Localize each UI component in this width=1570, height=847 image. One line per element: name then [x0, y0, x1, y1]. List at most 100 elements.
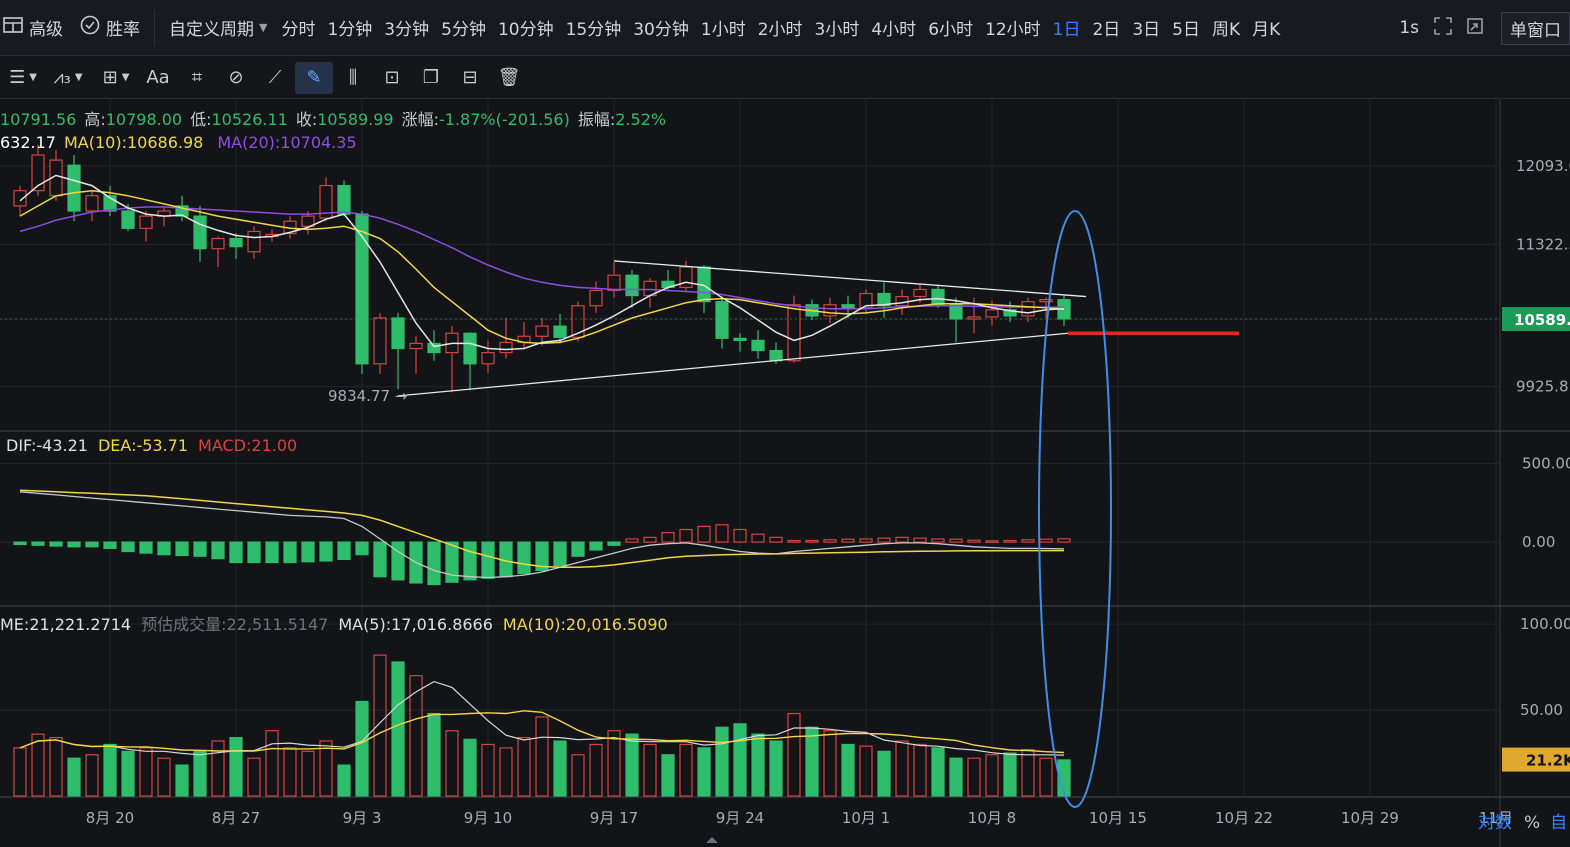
period-option[interactable]: 5日 — [1172, 20, 1200, 40]
period-option[interactable]: 月K — [1252, 20, 1281, 40]
candle-body — [553, 325, 567, 338]
period-option[interactable]: 3日 — [1132, 20, 1161, 40]
layers-tool-icon[interactable]: ❐ — [422, 67, 440, 88]
period-option[interactable]: 3分钟 — [384, 20, 430, 40]
magnet-tool-icon[interactable]: ⊘ — [228, 67, 244, 88]
candle-body — [985, 309, 999, 318]
candle-body — [733, 337, 747, 341]
dif-label: DIF: — [6, 436, 37, 455]
ma5-value: 632.17 — [0, 133, 56, 152]
drawing-toolbar: ☰ ▼ ⩘₃ ▼ ⊞ ▼ Aa ⌗ ⊘ ⟋ ✎ ⫼ ⊡ ❐ ⊟ 🗑 — [0, 57, 1570, 99]
period-option[interactable]: 2小时 — [757, 20, 803, 40]
macd-value: 21.00 — [251, 436, 298, 455]
winrate-button[interactable]: 胜率 — [71, 14, 148, 41]
macd-bar — [985, 540, 999, 543]
macd-bar — [859, 538, 873, 543]
volume-bar — [931, 747, 945, 797]
period-option[interactable]: 30分钟 — [633, 20, 689, 40]
volume-bar — [463, 738, 477, 797]
macd-bar — [31, 541, 45, 546]
moving-average-lines — [19, 174, 1065, 351]
candle-body — [229, 237, 243, 248]
candle-body — [859, 292, 873, 309]
volume-bar — [31, 733, 45, 797]
percent-toggle[interactable]: % — [1524, 813, 1541, 833]
period-option[interactable]: 周K — [1211, 20, 1241, 40]
candle-body — [31, 154, 45, 192]
period-option[interactable]: 2日 — [1092, 20, 1121, 40]
period-option[interactable]: 5分钟 — [441, 20, 486, 40]
period-option[interactable]: 6小时 — [928, 20, 974, 40]
low-label: 低: — [190, 110, 212, 129]
lock-tool-icon[interactable]: ⊡ — [384, 67, 400, 88]
layout-icon — [2, 15, 24, 40]
volume-bar — [679, 743, 693, 797]
fibonacci-tool-icon[interactable]: ⌗ — [191, 67, 203, 88]
macd-bar — [715, 524, 729, 543]
axes: 12093.0 11322.5 9925.8 10589.9 500.00 0.00 100… — [0, 157, 1570, 843]
text-tool-icon[interactable]: Aa — [146, 67, 170, 88]
period-option[interactable]: 4小时 — [871, 20, 917, 40]
macd-bar — [697, 525, 711, 543]
period-option[interactable]: 1分钟 — [327, 20, 373, 40]
period-option[interactable]: 1日 — [1052, 20, 1081, 40]
candle-body — [787, 304, 801, 362]
log-scale-toggle[interactable]: 对数 — [1478, 813, 1512, 833]
volume-bar — [193, 750, 207, 797]
period-option[interactable]: 1小时 — [700, 20, 746, 40]
pen-tool-icon[interactable]: ✎ — [295, 61, 333, 94]
volume-bar — [769, 740, 783, 797]
volume-bar — [247, 757, 261, 797]
indicator-settings-icon[interactable]: ☰ ▼ — [9, 67, 37, 88]
custom-period-dropdown[interactable]: 自定义周期 ▼ — [161, 15, 275, 40]
volume-bar — [643, 743, 657, 797]
volume-tick-label: 50.00 — [1520, 701, 1563, 719]
candle-body — [625, 274, 639, 297]
volume-bar — [607, 730, 621, 797]
date-tick-label: 10月 29 — [1341, 809, 1399, 827]
ruler-tool-icon[interactable]: ⟋ — [268, 67, 282, 88]
period-option[interactable]: 12小时 — [985, 20, 1041, 40]
period-option[interactable]: 15分钟 — [565, 20, 622, 40]
candle-body — [13, 190, 27, 207]
period-option[interactable]: 10分钟 — [497, 20, 554, 40]
wave-tool-icon[interactable]: ⩘₃ ▼ — [53, 67, 83, 88]
volume-bar — [301, 750, 315, 797]
fullscreen-icon[interactable] — [1427, 16, 1459, 40]
refresh-rate[interactable]: 1s — [1399, 18, 1419, 38]
scroll-handle-icon — [706, 837, 718, 843]
popout-icon[interactable] — [1459, 16, 1491, 40]
macd-bar — [967, 539, 981, 543]
dif-value: -43.21 — [36, 436, 88, 455]
auto-toggle[interactable]: 自 — [1550, 813, 1568, 833]
crosshair-grid-icon[interactable]: ⊞ ▼ — [102, 67, 130, 88]
candle-body — [373, 317, 387, 365]
macd-panel — [13, 489, 1071, 586]
high-label: 高: — [84, 110, 106, 129]
volume-ma10-line — [19, 710, 1065, 754]
period-option[interactable]: 分时 — [281, 20, 316, 40]
window-mode-select[interactable]: 单窗口 — [1501, 11, 1570, 45]
ma-legend: 632.17 MA(10):10686.98 MA(20):10704.35 — [0, 133, 363, 152]
date-tick-label: 10月 15 — [1089, 809, 1147, 827]
macd-bar — [949, 538, 963, 543]
trash-icon[interactable]: 🗑 — [497, 67, 521, 88]
volume-bar — [481, 743, 495, 797]
volume-bar — [265, 730, 279, 797]
volume-bar — [355, 700, 369, 797]
candle-body — [121, 210, 135, 229]
macd-bar — [427, 541, 441, 586]
period-option[interactable]: 3小时 — [814, 20, 860, 40]
chart-area[interactable]: 9834.77 → 12093.0 11322.5 9925.8 10589.9 500… — [0, 99, 1570, 847]
object-tree-icon[interactable]: ⊟ — [462, 67, 478, 88]
volume-bar — [67, 757, 81, 797]
volume-bar — [661, 754, 675, 797]
grade-button[interactable]: 高级 — [0, 15, 71, 40]
low-value: 10526.11 — [211, 110, 288, 129]
volume-bar — [229, 736, 243, 797]
candle-body — [301, 215, 315, 227]
vol-ma5-value: 17,016.8666 — [391, 615, 493, 634]
volume-bar — [571, 754, 585, 797]
close-label: 收: — [295, 110, 318, 129]
candle-pattern-icon[interactable]: ⫼ — [348, 67, 358, 88]
